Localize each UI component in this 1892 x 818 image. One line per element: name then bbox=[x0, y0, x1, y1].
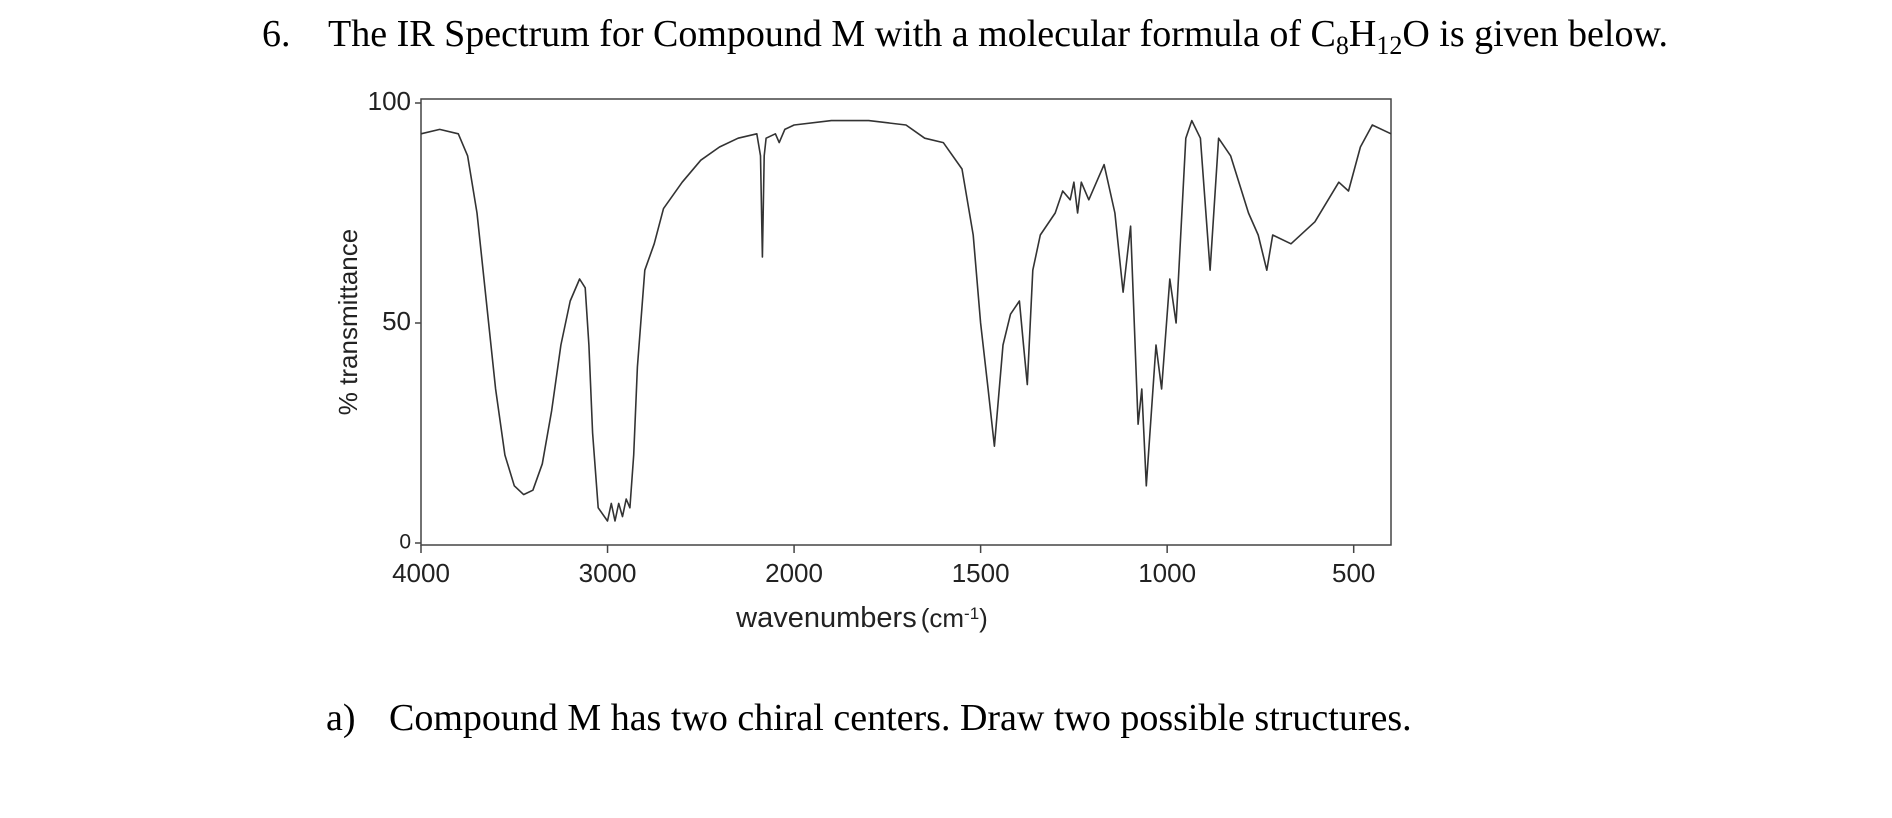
question-text-main: The IR Spectrum for Compound M with a mo… bbox=[328, 13, 1311, 55]
x-axis-unit-sup: -1 bbox=[964, 604, 979, 623]
question-text: The IR Spectrum for Compound M with a mo… bbox=[328, 13, 1668, 60]
y-tick-label: 50 bbox=[382, 306, 411, 336]
x-tick-label: 2000 bbox=[765, 558, 823, 588]
x-tick-label: 4000 bbox=[392, 558, 450, 588]
x-tick-label: 3000 bbox=[579, 558, 637, 588]
x-axis-unit: ) bbox=[979, 603, 988, 633]
question-text-end: is given below. bbox=[1430, 13, 1668, 55]
x-tick-label: 1000 bbox=[1138, 558, 1196, 588]
formula-subscript: 12 bbox=[1376, 31, 1402, 60]
spectrum-line bbox=[420, 119, 1392, 522]
formula-subscript: 8 bbox=[1336, 31, 1349, 60]
y-tick-label: 0 bbox=[399, 531, 411, 554]
x-tick-label: 1500 bbox=[952, 558, 1010, 588]
plot-frame bbox=[420, 98, 1392, 546]
x-axis-label-main: wavenumbers bbox=[735, 602, 917, 634]
part-label: a) bbox=[326, 697, 356, 739]
y-axis-label: % transmittance bbox=[333, 229, 363, 415]
formula-element: C bbox=[1311, 13, 1336, 55]
chart: 0 50 100 4000 3000 2000 1500 1000 500 % transmitt… bbox=[333, 86, 1392, 634]
part-text: Compound M has two chiral centers. Draw … bbox=[389, 697, 1412, 739]
question-number: 6. bbox=[262, 13, 291, 55]
x-axis-unit: (cm bbox=[921, 603, 964, 633]
formula-element: H bbox=[1349, 13, 1376, 55]
formula-element: O bbox=[1402, 13, 1429, 55]
x-tick-label: 500 bbox=[1332, 558, 1375, 588]
y-tick-label: 100 bbox=[368, 86, 411, 116]
x-axis-label: wavenumbers (cm-1) bbox=[735, 602, 988, 634]
